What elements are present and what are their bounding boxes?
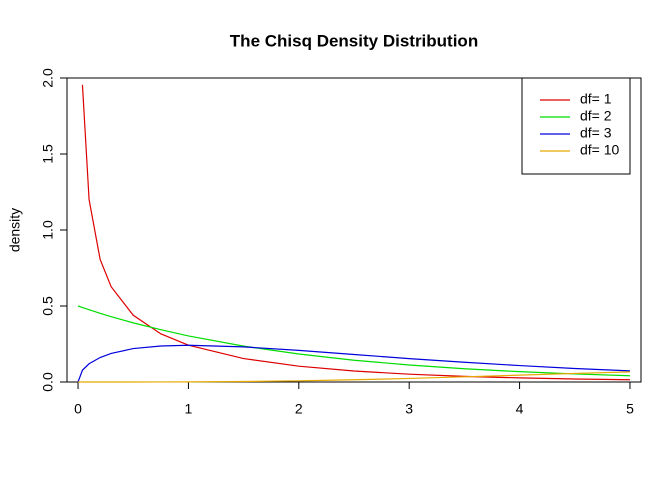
series-line bbox=[77, 344, 630, 383]
x-tick-label: 0 bbox=[74, 401, 82, 417]
y-tick-label: 1.0 bbox=[40, 220, 56, 240]
series-line bbox=[81, 84, 630, 381]
x-tick-label: 4 bbox=[516, 401, 524, 417]
y-axis-label: density bbox=[7, 208, 23, 252]
y-tick-label: 2.0 bbox=[40, 68, 56, 88]
y-tick-label: 1.5 bbox=[40, 144, 56, 164]
legend-label: df= 1 bbox=[580, 91, 612, 107]
legend-box bbox=[521, 77, 631, 175]
chart-title: The Chisq Density Distribution bbox=[230, 31, 478, 50]
y-tick-label: 0.0 bbox=[40, 372, 56, 392]
legend-label: df= 10 bbox=[580, 142, 620, 158]
y-tick-label: 0.5 bbox=[40, 296, 56, 316]
legend-label: df= 2 bbox=[580, 108, 612, 124]
series-line bbox=[78, 371, 630, 383]
legend-label: df= 3 bbox=[580, 125, 612, 141]
x-tick-label: 2 bbox=[295, 401, 303, 417]
series-line bbox=[77, 305, 630, 377]
x-tick-label: 3 bbox=[405, 401, 413, 417]
x-tick-label: 1 bbox=[185, 401, 193, 417]
x-tick-label: 5 bbox=[626, 401, 634, 417]
